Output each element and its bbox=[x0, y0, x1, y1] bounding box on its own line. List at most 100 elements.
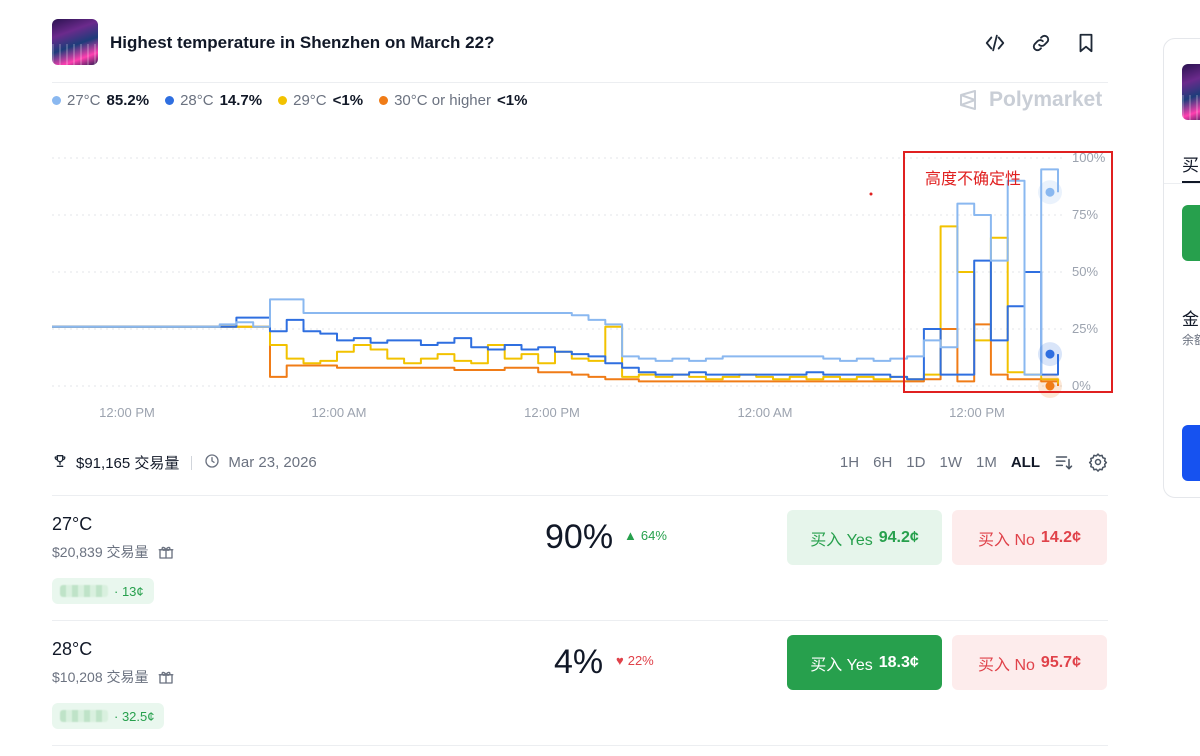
outcome-yes-button[interactable] bbox=[1182, 205, 1200, 261]
balance-label: 余额 bbox=[1182, 333, 1200, 347]
endpoint-marker bbox=[1045, 349, 1055, 359]
outcome-volume-text: $10,208 交易量 bbox=[52, 669, 149, 685]
row-divider bbox=[52, 620, 1108, 621]
x-tick-label: 12:00 AM bbox=[738, 405, 793, 420]
tag-price: · 32.5¢ bbox=[114, 708, 155, 724]
header-divider bbox=[52, 82, 1108, 83]
outcome-volume: $20,839 交易量 bbox=[52, 542, 175, 562]
legend-label: 30°C or higher bbox=[394, 92, 491, 109]
legend-value: 14.7% bbox=[219, 92, 263, 109]
legend-dot bbox=[52, 96, 61, 105]
row-divider bbox=[52, 495, 1108, 496]
market-stats: $91,165 交易量 Mar 23, 2026 bbox=[52, 452, 317, 473]
buy-no-button[interactable]: 买入 No 95.7¢ bbox=[952, 635, 1107, 690]
legend-value: <1% bbox=[496, 92, 528, 109]
outcome-name: 27°C bbox=[52, 514, 93, 534]
annotation-label: 高度不确定性 bbox=[925, 169, 1021, 188]
row-divider bbox=[52, 745, 1108, 746]
buy-yes-label: 买入 Yes bbox=[810, 656, 873, 674]
blurred-user bbox=[60, 585, 108, 597]
link-icon[interactable] bbox=[1028, 30, 1054, 56]
buy-yes-button[interactable]: 买入 Yes 94.2¢ bbox=[787, 510, 942, 565]
endpoint-marker bbox=[1045, 187, 1055, 197]
market-image bbox=[52, 19, 98, 65]
outcome-probability: 4% bbox=[554, 643, 604, 681]
legend-value: 85.2% bbox=[106, 92, 150, 109]
outcome-volume-text: $20,839 交易量 bbox=[52, 544, 149, 560]
x-tick-label: 12:00 AM bbox=[312, 405, 367, 420]
buy-yes-price: 94.2¢ bbox=[878, 528, 919, 546]
tab-buy[interactable]: 买 bbox=[1182, 156, 1199, 175]
sort-icon[interactable] bbox=[1054, 452, 1074, 472]
total-volume: $91,165 交易量 bbox=[76, 455, 180, 472]
y-tick-label: 0% bbox=[1072, 378, 1091, 393]
y-tick-label: 100% bbox=[1072, 150, 1106, 165]
outcome-row-27c[interactable]: 27°C $20,839 交易量 · 13¢ 90% ▲ 64% 买入 Yes … bbox=[52, 496, 1108, 620]
y-tick-label: 25% bbox=[1072, 321, 1098, 336]
gear-icon[interactable] bbox=[1088, 452, 1108, 472]
range-6h[interactable]: 6H bbox=[873, 453, 893, 471]
triangle-up-icon: ▲ bbox=[624, 528, 637, 543]
panel-divider bbox=[1164, 183, 1200, 184]
buy-no-label: 买入 No bbox=[978, 656, 1035, 674]
legend-value: <1% bbox=[332, 92, 364, 109]
bookmark-icon[interactable] bbox=[1073, 30, 1099, 56]
range-1m[interactable]: 1M bbox=[975, 453, 997, 471]
legend-dot bbox=[278, 96, 288, 105]
legend-item-29[interactable]: 29°C <1% bbox=[278, 92, 363, 109]
range-1h[interactable]: 1H bbox=[839, 453, 860, 471]
time-range-selector: 1H 6H 1D 1W 1M ALL bbox=[840, 452, 1108, 472]
legend-dot bbox=[379, 96, 389, 105]
buy-no-price: 95.7¢ bbox=[1040, 653, 1081, 671]
polymarket-watermark: Polymarket bbox=[957, 88, 1102, 112]
range-1d[interactable]: 1D bbox=[906, 453, 926, 471]
outcome-volume: $10,208 交易量 bbox=[52, 667, 175, 687]
y-tick-label: 75% bbox=[1072, 207, 1098, 222]
outcome-row-28c[interactable]: 28°C $10,208 交易量 · 32.5¢ 4% ♥ 22% 买入 Yes… bbox=[52, 621, 1108, 745]
series-line-1 bbox=[52, 259, 1059, 381]
buy-no-button[interactable]: 买入 No 14.2¢ bbox=[952, 510, 1107, 565]
gift-icon[interactable] bbox=[157, 543, 175, 561]
x-tick-label: 12:00 PM bbox=[949, 405, 1005, 420]
x-tick-label: 12:00 PM bbox=[99, 405, 155, 420]
outcome-name: 28°C bbox=[52, 639, 93, 659]
series-line-0 bbox=[52, 168, 1059, 376]
holder-tag: · 32.5¢ bbox=[52, 703, 165, 729]
chart-legend: 27°C 85.2% 28°C 14.7% 29°C <1% 30°C or h… bbox=[52, 92, 527, 109]
holder-tag: · 13¢ bbox=[52, 578, 154, 604]
legend-dot bbox=[165, 96, 175, 105]
clock-icon bbox=[204, 453, 220, 473]
range-1w[interactable]: 1W bbox=[939, 453, 962, 471]
legend-label: 27°C bbox=[67, 92, 101, 109]
gift-icon[interactable] bbox=[157, 668, 175, 686]
change-value: 64% bbox=[640, 528, 667, 543]
tag-price: · 13¢ bbox=[114, 583, 144, 599]
heart-down-icon: ♥ bbox=[616, 653, 624, 668]
x-tick-label: 12:00 PM bbox=[524, 405, 580, 420]
legend-item-28[interactable]: 28°C 14.7% bbox=[165, 92, 262, 109]
legend-item-27[interactable]: 27°C 85.2% bbox=[52, 92, 149, 109]
probability-change: ♥ 22% bbox=[616, 653, 654, 668]
trade-submit-button[interactable] bbox=[1182, 425, 1200, 481]
buy-yes-label: 买入 Yes bbox=[810, 531, 873, 549]
legend-item-30[interactable]: 30°C or higher <1% bbox=[379, 92, 527, 109]
annotation-dot bbox=[869, 192, 873, 196]
range-all[interactable]: ALL bbox=[1010, 453, 1040, 471]
buy-no-label: 买入 No bbox=[978, 531, 1035, 549]
amount-label: 金 bbox=[1182, 310, 1199, 329]
series-line-2 bbox=[52, 225, 1059, 384]
active-tab-indicator bbox=[1182, 181, 1200, 183]
change-value: 22% bbox=[627, 653, 654, 668]
trophy-icon bbox=[52, 453, 68, 473]
buy-no-price: 14.2¢ bbox=[1040, 528, 1081, 546]
market-title: Highest temperature in Shenzhen on March… bbox=[110, 33, 495, 52]
trade-panel-market-image bbox=[1182, 64, 1200, 120]
endpoint-marker bbox=[1045, 381, 1055, 391]
buy-yes-price: 18.3¢ bbox=[878, 653, 919, 671]
blurred-user bbox=[60, 710, 108, 722]
buy-yes-button[interactable]: 买入 Yes 18.3¢ bbox=[787, 635, 942, 690]
stats-separator bbox=[191, 455, 193, 470]
end-date: Mar 23, 2026 bbox=[228, 454, 317, 471]
code-icon[interactable] bbox=[982, 30, 1008, 56]
legend-label: 28°C bbox=[180, 92, 214, 109]
